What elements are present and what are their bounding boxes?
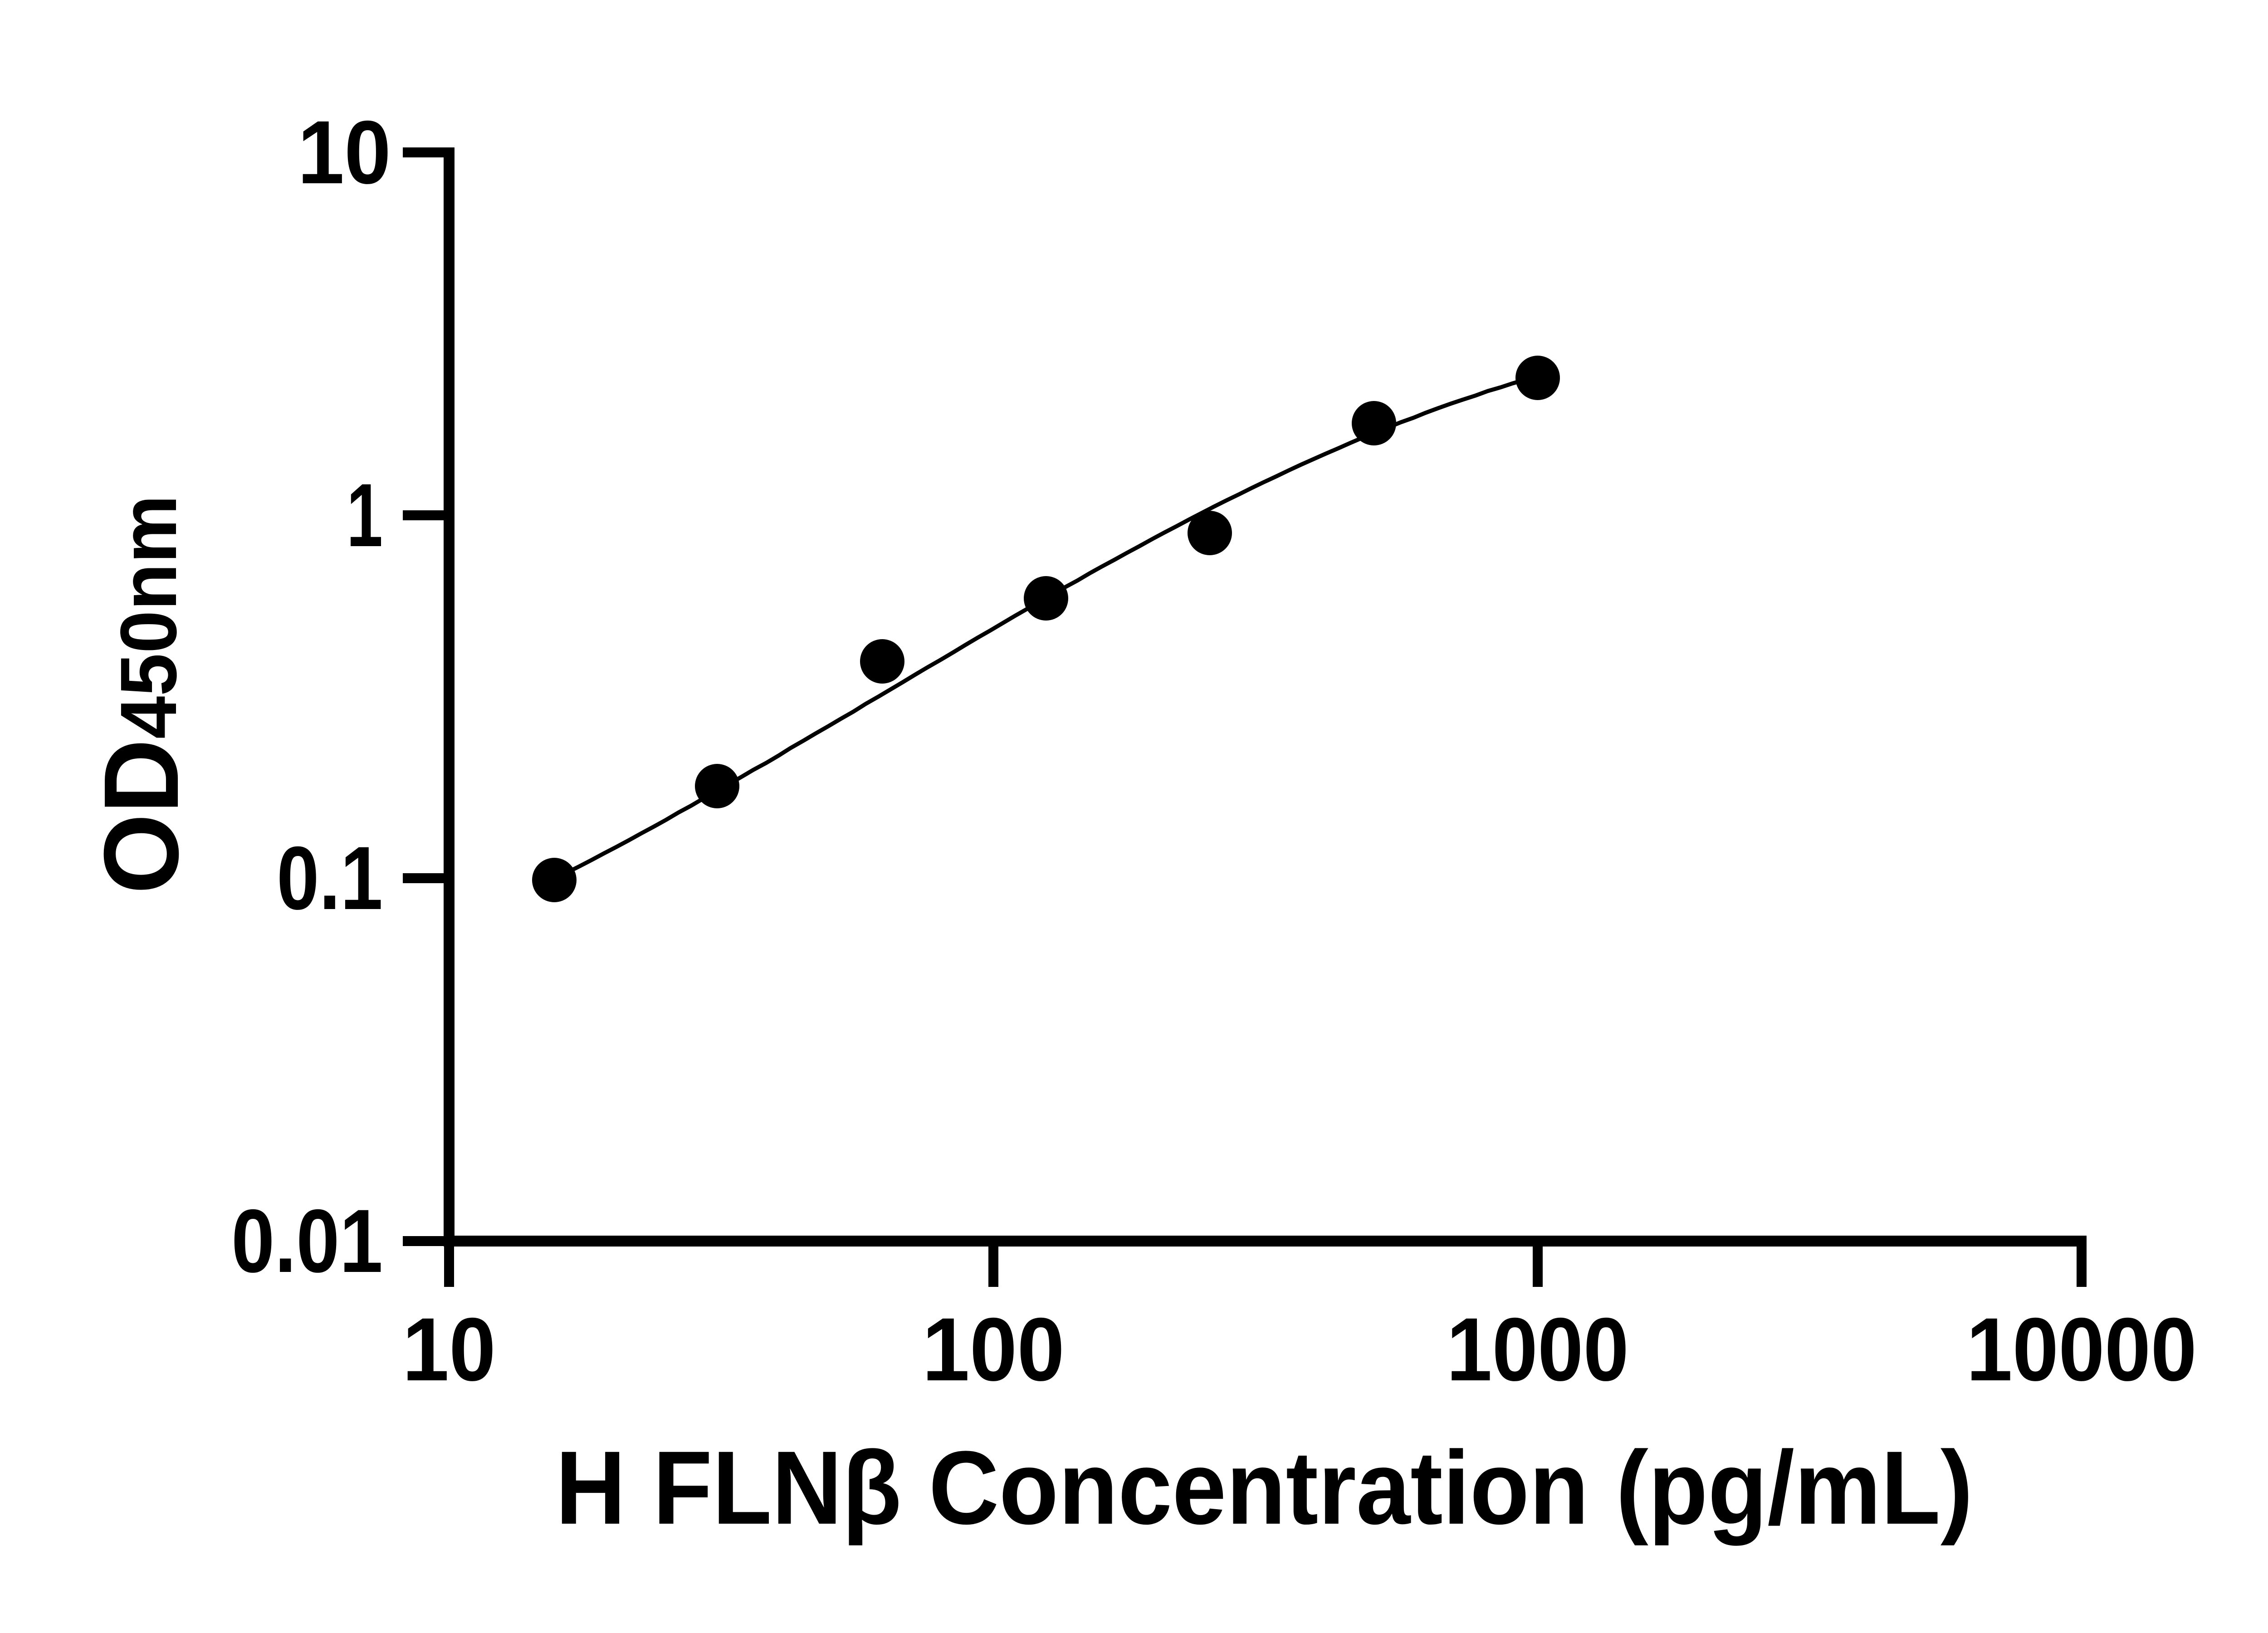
svg-text:100: 100	[922, 1299, 1065, 1399]
svg-text:OD: OD	[82, 739, 200, 894]
svg-text:0.1: 0.1	[277, 828, 383, 928]
svg-text:H FLNβ Concentration (pg/mL): H FLNβ Concentration (pg/mL)	[556, 1429, 1973, 1546]
svg-text:1000: 1000	[1447, 1299, 1629, 1399]
svg-text:0.01: 0.01	[231, 1191, 383, 1291]
svg-text:10: 10	[298, 102, 391, 202]
svg-text:1: 1	[347, 465, 383, 565]
svg-text:450nm: 450nm	[104, 495, 193, 739]
svg-text:10000: 10000	[1966, 1299, 2197, 1399]
svg-text:10: 10	[402, 1299, 496, 1399]
